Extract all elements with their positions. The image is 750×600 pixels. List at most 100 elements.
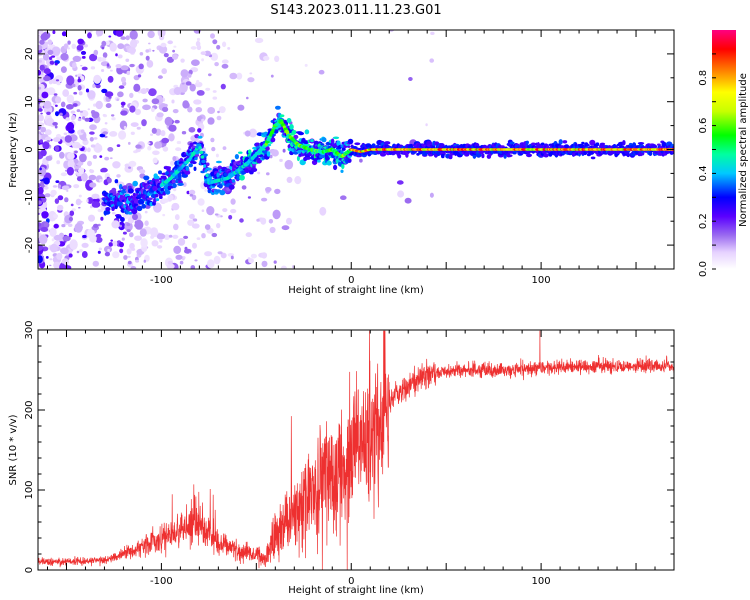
heatmap-noise-blob <box>200 51 207 55</box>
heatmap-core-blob <box>203 164 207 168</box>
heatmap-noise-blob <box>148 42 151 45</box>
heatmap-noise-blob <box>57 184 62 189</box>
heatmap-noise-blob <box>210 33 215 39</box>
heatmap-noise-blob <box>93 103 97 107</box>
heatmap-noise-blob <box>254 37 264 44</box>
heatmap-noise-blob <box>61 224 66 228</box>
heatmap-noise-blob <box>115 53 118 57</box>
heatmap-noise-blob <box>49 56 53 61</box>
heatmap-noise-blob <box>92 260 100 267</box>
heatmap-noise-blob <box>48 210 57 222</box>
heatmap-ridge-blob <box>248 149 252 154</box>
heatmap-noise-blob <box>41 211 49 219</box>
heatmap-noise-blob <box>89 169 95 174</box>
y-tick-label: 10 <box>24 95 35 108</box>
heatmap-noise-blob <box>180 58 185 63</box>
heatmap-ridge-blob <box>531 142 536 146</box>
heatmap-noise-blob <box>40 126 47 133</box>
heatmap-noise-blob <box>172 156 177 162</box>
heatmap-noise-blob <box>128 160 137 167</box>
heatmap-noise-blob <box>136 126 141 130</box>
heatmap-noise-blob <box>46 140 50 143</box>
heatmap-noise-blob <box>95 233 102 238</box>
heatmap-noise-blob <box>62 235 71 242</box>
heatmap-ridge-blob <box>127 188 134 194</box>
heatmap-noise-blob <box>116 144 121 148</box>
heatmap-noise-blob <box>85 88 90 93</box>
y-tick-label: 0 <box>24 146 35 152</box>
heatmap-ridge-blob <box>205 167 212 171</box>
heatmap-ridge-blob <box>637 142 645 145</box>
heatmap-noise-blob <box>130 265 137 269</box>
heatmap-ridge-blob <box>158 170 162 175</box>
heatmap-noise-blob <box>60 66 67 73</box>
heatmap-noise-blob <box>92 154 97 159</box>
heatmap-noise-blob <box>60 172 68 177</box>
heatmap-noise-blob <box>112 161 121 169</box>
heatmap-ridge-blob <box>146 197 153 201</box>
heatmap-noise-blob <box>38 69 42 76</box>
heatmap-noise-blob <box>217 110 220 114</box>
heatmap-noise-blob <box>286 217 292 225</box>
heatmap-ridge-blob <box>172 183 177 189</box>
heatmap-core-blob <box>199 150 204 155</box>
heatmap-noise-blob <box>68 233 73 238</box>
heatmap-noise-blob <box>98 147 103 151</box>
heatmap-noise-blob <box>117 54 123 59</box>
heatmap-noise-blob <box>47 49 54 56</box>
heatmap-ridge-blob <box>340 169 344 173</box>
heatmap-noise-blob <box>191 59 200 66</box>
y-tick-label: -20 <box>24 237 35 253</box>
y-tick-label: -10 <box>24 189 35 205</box>
heatmap-noise-blob <box>189 193 193 197</box>
heatmap-ridge-blob <box>193 141 197 145</box>
heatmap-noise-blob <box>89 205 93 209</box>
heatmap-noise-blob <box>38 200 42 205</box>
heatmap-noise-blob <box>188 127 196 133</box>
y-tick-label: 300 <box>24 320 35 339</box>
heatmap-noise-blob <box>109 42 117 52</box>
heatmap-noise-blob <box>229 72 238 80</box>
heatmap-noise-blob <box>109 131 118 137</box>
heatmap-noise-blob <box>62 89 70 97</box>
heatmap-noise-blob <box>175 254 183 260</box>
heatmap-noise-blob <box>66 94 75 104</box>
heatmap-noise-blob <box>162 106 169 112</box>
heatmap-ridge-blob <box>279 114 285 118</box>
heatmap-ridge-blob <box>291 130 297 135</box>
heatmap-noise-blob <box>74 168 78 172</box>
heatmap-noise-blob <box>93 74 102 84</box>
heatmap-noise-blob <box>185 81 192 86</box>
heatmap-ridge-blob <box>188 163 193 168</box>
heatmap-noise-blob <box>104 91 114 98</box>
heatmap-ridge-blob <box>590 156 596 160</box>
heatmap-noise-blob <box>38 44 43 51</box>
heatmap-noise-blob <box>49 227 57 237</box>
heatmap-noise-blob <box>57 195 64 201</box>
heatmap-noise-blob <box>214 213 219 216</box>
heatmap-noise-blob <box>163 103 168 108</box>
heatmap-noise-blob <box>263 55 270 61</box>
heatmap-ridge-blob <box>564 144 570 149</box>
heatmap-noise-blob <box>119 248 124 254</box>
heatmap-noise-blob <box>261 197 268 202</box>
heatmap-noise-blob <box>272 209 281 220</box>
heatmap-ridge-blob <box>293 134 299 139</box>
heatmap-noise-blob <box>61 258 69 266</box>
heatmap-noise-blob <box>81 251 88 258</box>
heatmap-noise-blob <box>190 46 197 50</box>
spectrogram-frame <box>37 29 675 270</box>
heatmap-noise-blob <box>101 40 107 47</box>
heatmap-noise-blob <box>108 35 112 38</box>
heatmap-ridge-blob <box>185 165 189 171</box>
heatmap-noise-blob <box>49 258 53 261</box>
heatmap-noise-blob <box>77 38 84 45</box>
heatmap-core-blob <box>204 168 208 173</box>
heatmap-noise-blob <box>191 194 197 201</box>
heatmap-noise-blob <box>101 69 105 72</box>
heatmap-noise-blob <box>73 91 78 95</box>
heatmap-noise-blob <box>139 52 144 56</box>
heatmap-noise-blob <box>182 182 187 187</box>
heatmap-noise-blob <box>162 146 169 152</box>
